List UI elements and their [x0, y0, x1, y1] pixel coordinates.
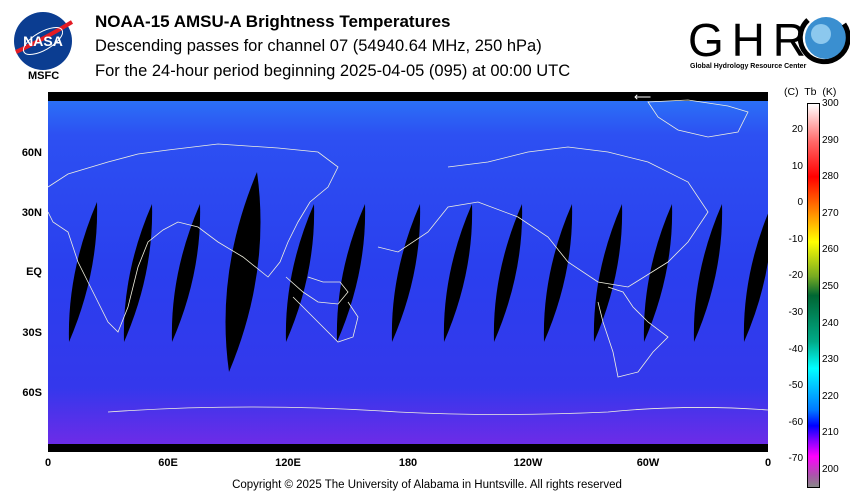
- lon-label: 60E: [158, 457, 178, 469]
- orbit-gap: [493, 204, 523, 342]
- direction-arrow: ⟵: [634, 92, 651, 104]
- lat-label: 60N: [21, 147, 42, 159]
- copyright: Copyright © 2025 The University of Alaba…: [232, 479, 622, 491]
- orbit-gap: [285, 204, 315, 342]
- orbit-gap: [743, 213, 768, 342]
- celsius-tick: -60: [788, 416, 803, 428]
- orbit-gap: [171, 204, 201, 342]
- svg-text:GHR: GHR: [688, 14, 806, 66]
- kelvin-tick: 220: [822, 390, 839, 402]
- ghrc-logo: GHR: [688, 14, 850, 66]
- celsius-tick: -10: [788, 233, 803, 245]
- kelvin-tick: 230: [822, 354, 839, 366]
- kelvin-tick: 270: [822, 207, 839, 219]
- kelvin-unit: (K): [822, 86, 837, 98]
- lat-label: 30N: [21, 207, 42, 219]
- celsius-tick: -40: [788, 343, 803, 355]
- orbit-gap: [336, 204, 366, 342]
- orbit-gap: [593, 204, 623, 342]
- no-data-band-south: [48, 444, 768, 452]
- ghrc-fullname: Global Hydrology Resource Center: [690, 63, 807, 70]
- orbit-gap: [543, 204, 573, 342]
- period-text: For the 24-hour period beginning 2025-04…: [95, 62, 571, 80]
- no-data-band-north: [48, 92, 768, 101]
- brightness-temperature-map: ⟵: [48, 92, 768, 452]
- orbit-gap: [693, 204, 723, 342]
- nasa-logo: NASA: [14, 12, 74, 70]
- celsius-tick: -70: [788, 453, 803, 465]
- lon-label: 60W: [636, 457, 660, 469]
- celsius-tick: -30: [788, 307, 803, 318]
- kelvin-tick: 250: [822, 281, 839, 292]
- kelvin-tick: 240: [822, 317, 839, 329]
- orbit-gap: [225, 172, 261, 372]
- lon-label: 120W: [513, 457, 543, 469]
- celsius-tick: -20: [788, 270, 803, 282]
- lat-label: EQ: [26, 266, 42, 278]
- lat-label: 60S: [22, 387, 42, 399]
- celsius-tick: 10: [791, 160, 803, 172]
- tb-label: Tb: [804, 86, 817, 98]
- msfc-label: MSFC: [28, 70, 60, 82]
- coastlines: [48, 99, 768, 415]
- lat-label: 30S: [22, 327, 42, 339]
- celsius-tick: 0: [797, 197, 803, 209]
- celsius-unit: (C): [784, 86, 799, 98]
- orbit-gap: [123, 204, 153, 342]
- colorbar-header: (C) Tb (K): [784, 86, 836, 98]
- kelvin-tick: 280: [822, 171, 839, 183]
- lon-label: 0: [44, 457, 52, 469]
- kelvin-tick: 290: [822, 134, 839, 146]
- celsius-tick: 20: [791, 124, 803, 135]
- kelvin-tick: 300: [822, 98, 839, 109]
- svg-text:NASA: NASA: [23, 33, 63, 49]
- colorbar: [807, 103, 820, 488]
- kelvin-tick: 200: [822, 464, 839, 475]
- page-title: NOAA-15 AMSU-A Brightness Temperatures: [95, 12, 451, 31]
- lon-label: 0: [764, 457, 772, 469]
- orbit-gap: [643, 204, 673, 342]
- subtitle: Descending passes for channel 07 (54940.…: [95, 37, 542, 55]
- lon-label: 180: [398, 457, 418, 469]
- orbit-gap: [391, 204, 421, 342]
- kelvin-tick: 210: [822, 427, 839, 439]
- lon-label: 120E: [275, 457, 301, 469]
- celsius-tick: -50: [788, 380, 803, 392]
- kelvin-tick: 260: [822, 244, 839, 256]
- orbit-gap: [443, 204, 473, 342]
